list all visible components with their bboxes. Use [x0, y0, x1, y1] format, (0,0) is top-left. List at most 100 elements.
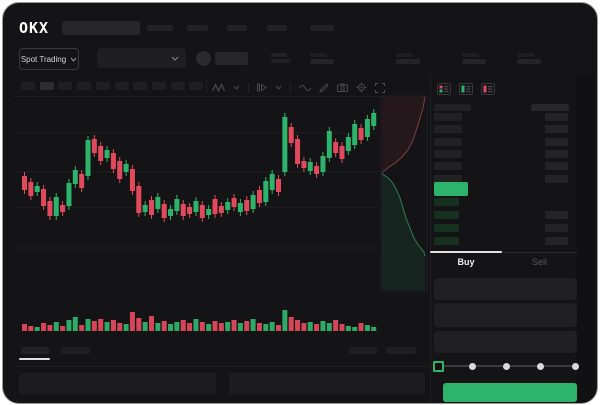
book-asks-icon[interactable]: [481, 83, 495, 95]
timeframe-button[interactable]: [77, 82, 92, 90]
bid-row[interactable]: [431, 198, 577, 206]
bottom-tab[interactable]: [61, 347, 90, 354]
timeframe-button[interactable]: [170, 82, 185, 90]
timeframe-button[interactable]: [58, 82, 73, 90]
ask-amount-bar: [545, 162, 568, 171]
timeframe-button[interactable]: [114, 82, 129, 90]
bottom-link[interactable]: [386, 347, 416, 354]
orderbook-price-header: [434, 104, 471, 111]
nav-item[interactable]: [187, 25, 208, 31]
slider-stop-dot[interactable]: [503, 362, 510, 370]
ask-row[interactable]: [431, 137, 577, 146]
volume-bar: [301, 323, 307, 331]
ask-price-bar: [434, 174, 462, 183]
slider-stop-dot[interactable]: [468, 362, 476, 370]
slider-stop-dot[interactable]: [537, 362, 545, 370]
bottom-tab-active[interactable]: [21, 347, 49, 354]
volume-bar: [263, 324, 269, 331]
indicators-icon[interactable]: [212, 83, 225, 92]
camera-icon[interactable]: [337, 83, 348, 92]
stat-value-placeholder: [396, 59, 420, 64]
timeframe-button[interactable]: [39, 82, 54, 90]
fullscreen-icon[interactable]: [375, 82, 385, 93]
ask-row[interactable]: [431, 149, 577, 158]
chevron-down-icon[interactable]: [233, 85, 240, 90]
candlestick-chart-canvas[interactable]: [14, 95, 430, 341]
candle-body: [193, 201, 199, 212]
tab-sell[interactable]: Sell: [531, 257, 547, 267]
book-bids-icon[interactable]: [459, 83, 473, 95]
bottom-panel[interactable]: [229, 373, 425, 394]
ask-row[interactable]: [431, 174, 577, 183]
bottom-panel[interactable]: [19, 373, 216, 394]
volume-bar: [110, 320, 116, 331]
ask-row[interactable]: [431, 113, 577, 121]
timeframe-button[interactable]: [95, 82, 110, 90]
nav-item[interactable]: [227, 25, 247, 31]
tab-divider: [430, 252, 577, 253]
bottom-link[interactable]: [349, 347, 377, 354]
candle-body: [307, 162, 313, 171]
timeframe-button[interactable]: [189, 82, 204, 90]
timeframe-button[interactable]: [151, 82, 166, 90]
timeframe-button[interactable]: [21, 82, 35, 90]
ask-amount-bar: [545, 174, 568, 183]
settings-icon[interactable]: [356, 82, 367, 93]
chevron-down-icon[interactable]: [275, 85, 282, 90]
buy-submit-button[interactable]: [443, 383, 577, 402]
orderbook-view-toggles: [437, 83, 495, 95]
nav-item[interactable]: [310, 25, 334, 31]
amount-input[interactable]: [434, 303, 577, 327]
bid-amount-bar: [545, 237, 568, 245]
last-price-badge[interactable]: [434, 182, 468, 196]
instrument-type-dropdown[interactable]: Spot Trading: [19, 48, 79, 70]
bar-replay-icon[interactable]: [257, 83, 267, 92]
volume-bar: [244, 321, 250, 331]
candle-body: [123, 164, 129, 172]
nav-item[interactable]: [147, 25, 173, 31]
stat-label-placeholder: [517, 53, 534, 57]
candle-body: [288, 127, 294, 143]
ask-row[interactable]: [431, 125, 577, 134]
right-edge-strip: [577, 75, 596, 402]
okx-logo[interactable]: OKX: [19, 19, 50, 37]
bid-row[interactable]: [431, 237, 577, 245]
volume-bar: [352, 327, 358, 331]
candle-body: [155, 197, 161, 209]
ask-amount-bar: [545, 137, 568, 146]
candle-body: [22, 176, 27, 190]
price-input[interactable]: [434, 278, 577, 300]
toolbar-divider: [290, 82, 291, 93]
timeframe-button[interactable]: [133, 82, 148, 90]
candle-body: [149, 200, 154, 215]
candle-body: [41, 189, 47, 206]
pair-selector-dropdown[interactable]: [97, 48, 186, 68]
candle-body: [142, 205, 148, 212]
nav-item[interactable]: [267, 25, 287, 31]
search-input[interactable]: [62, 21, 140, 35]
volume-bar: [269, 322, 275, 331]
bid-row[interactable]: [431, 224, 577, 232]
toolbar-divider: [206, 80, 207, 92]
slider-handle[interactable]: [432, 360, 444, 372]
ask-amount-bar: [545, 113, 568, 121]
ask-price-bar: [434, 149, 462, 158]
bid-amount-bar: [545, 211, 568, 219]
volume-bar: [345, 326, 351, 331]
ask-row[interactable]: [431, 162, 577, 171]
buy-tab-indicator: [430, 251, 502, 253]
bid-row[interactable]: [431, 211, 577, 219]
draw-icon[interactable]: [319, 82, 329, 93]
candle-body: [276, 179, 281, 192]
total-input[interactable]: [434, 331, 577, 353]
book-combined-icon[interactable]: [437, 83, 451, 95]
candle-body: [212, 199, 218, 214]
candle-body: [104, 150, 110, 158]
line-style-icon[interactable]: [299, 84, 311, 91]
slider-stop-dot[interactable]: [571, 362, 579, 370]
volume-bar: [168, 324, 174, 331]
volume-bar: [256, 323, 262, 331]
tab-buy[interactable]: Buy: [457, 257, 475, 267]
ask-amount-bar: [545, 149, 568, 158]
